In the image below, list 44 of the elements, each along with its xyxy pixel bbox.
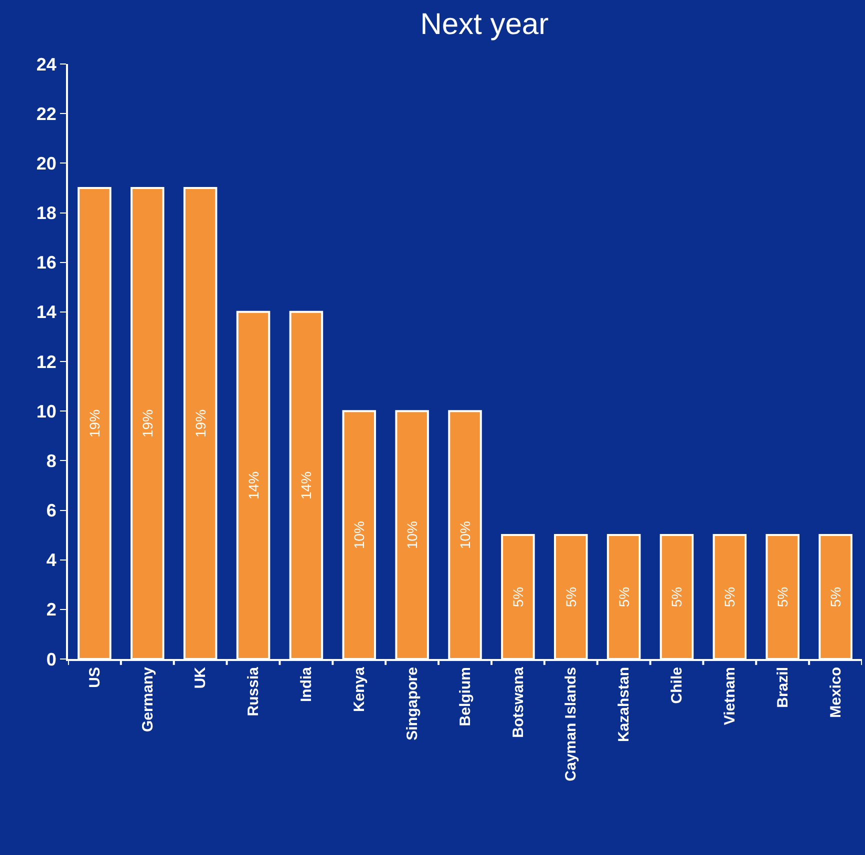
y-tick-label: 20 [36, 153, 56, 174]
y-tick-label: 8 [46, 450, 56, 471]
data-label: 10% [351, 521, 368, 550]
x-tick-label: Botswana [510, 666, 527, 738]
data-label: 19% [86, 409, 102, 438]
x-tick-label: Belgium [456, 667, 474, 726]
x-tick-label: Brazil [774, 667, 792, 708]
x-tick-label: Kenya [351, 666, 368, 712]
data-label: 5% [722, 586, 738, 608]
x-tick-label: Kazahstan [616, 667, 633, 742]
y-tick-label: 12 [36, 352, 56, 372]
y-tick-label: 6 [46, 500, 56, 521]
chart-title: Next year [420, 8, 549, 41]
data-label: 19% [139, 409, 156, 438]
data-label: 5% [774, 586, 791, 608]
y-tick-label: 14 [36, 302, 56, 322]
data-label: 19% [192, 409, 208, 438]
y-tick-label: 18 [36, 203, 56, 224]
y-tick-label: 10 [36, 401, 56, 422]
x-tick-label: Vietnam [722, 667, 739, 726]
y-tick-label: 16 [36, 252, 56, 273]
data-label: 10% [457, 521, 473, 550]
y-tick-label: 24 [36, 54, 56, 74]
y-tick-label: 22 [36, 104, 56, 124]
y-tick-label: 0 [46, 649, 56, 670]
x-tick-label: Mexico [827, 667, 844, 718]
x-tick-label: Russia [245, 666, 262, 716]
y-tick-label: 2 [46, 600, 56, 620]
data-label: 5% [616, 586, 632, 608]
data-label: 10% [404, 521, 420, 550]
data-label: 5% [562, 586, 579, 608]
x-tick-label: US [86, 667, 104, 688]
data-label: 14% [298, 471, 314, 500]
x-tick-label: India [298, 666, 316, 702]
x-tick-label: Chile [668, 667, 686, 704]
x-tick-label: UK [192, 666, 210, 689]
y-tick-label: 4 [46, 550, 56, 570]
data-label: 5% [668, 586, 685, 608]
x-tick-label: Singapore [404, 667, 421, 740]
data-label: 5% [828, 586, 844, 608]
data-label: 5% [510, 586, 526, 608]
x-tick-label: Germany [139, 666, 156, 732]
x-tick-label: Cayman Islands [562, 667, 580, 782]
data-label: 14% [245, 471, 262, 500]
